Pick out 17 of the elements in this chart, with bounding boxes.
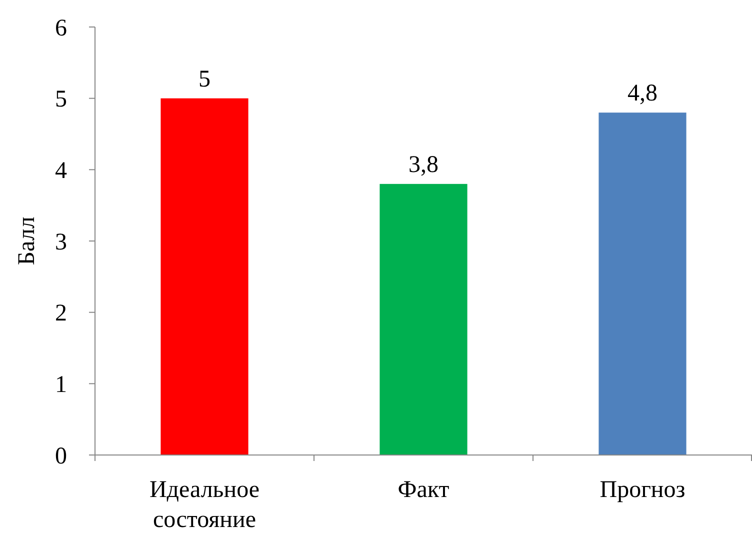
- bar: [598, 112, 686, 455]
- x-tick-label: Прогноз: [600, 477, 686, 503]
- y-tick-label: 5: [55, 86, 67, 113]
- x-tick-label: Идеальное состояние: [149, 477, 260, 533]
- data-label: 3,8: [408, 152, 438, 178]
- y-tick-label: 6: [55, 15, 67, 42]
- y-axis-title: Балл: [14, 216, 40, 266]
- x-tick-label: Факт: [398, 477, 450, 503]
- y-tick-label: 1: [55, 372, 67, 398]
- bar: [160, 98, 248, 455]
- y-tick-label: 0: [55, 443, 67, 470]
- y-tick-label: 4: [55, 158, 67, 184]
- y-tick-label: 3: [55, 229, 67, 256]
- data-label: 5: [198, 66, 210, 92]
- data-label: 4,8: [628, 80, 658, 107]
- y-tick-label: 2: [55, 300, 67, 327]
- bar: [380, 184, 468, 455]
